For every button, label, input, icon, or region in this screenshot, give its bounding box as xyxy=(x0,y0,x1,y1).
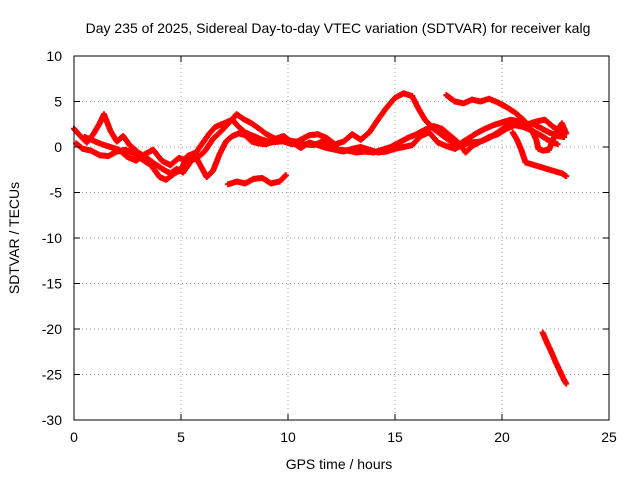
data-point xyxy=(563,130,570,137)
y-tick-label: -20 xyxy=(42,321,62,337)
grid xyxy=(74,56,609,420)
y-tick-label: -25 xyxy=(42,367,62,383)
y-tick-label: -30 xyxy=(42,412,62,428)
x-tick-label: 10 xyxy=(280,429,296,445)
series-track-g xyxy=(539,329,570,387)
y-tick-label: 10 xyxy=(46,48,62,64)
x-axis-label: GPS time / hours xyxy=(286,456,393,472)
x-tick-label: 25 xyxy=(601,429,617,445)
chart-title: Day 235 of 2025, Sidereal Day-to-day VTE… xyxy=(86,20,591,36)
axis-ticks: 0 5 10 15 20 25 10 5 0 -5 -10 -15 -20 -25 -30 xyxy=(42,48,617,445)
data-points xyxy=(71,90,570,387)
y-tick-label: 0 xyxy=(54,139,62,155)
x-tick-label: 15 xyxy=(387,429,403,445)
y-axis-label: SDTVAR / TECUs xyxy=(6,182,22,294)
data-point xyxy=(561,133,568,140)
series-track-e xyxy=(443,92,570,154)
y-tick-label: 5 xyxy=(54,94,62,110)
y-tick-label: -5 xyxy=(50,185,63,201)
data-point xyxy=(282,172,289,179)
y-tick-label: -10 xyxy=(42,230,62,246)
data-point xyxy=(554,141,561,148)
x-tick-label: 20 xyxy=(494,429,510,445)
x-tick-label: 5 xyxy=(177,429,185,445)
data-point xyxy=(563,380,570,387)
y-tick-label: -15 xyxy=(42,276,62,292)
x-tick-label: 0 xyxy=(70,429,78,445)
series-track-c xyxy=(81,111,568,169)
data-point xyxy=(563,173,570,180)
series-track-f xyxy=(509,129,570,180)
series-track-d xyxy=(225,172,289,188)
